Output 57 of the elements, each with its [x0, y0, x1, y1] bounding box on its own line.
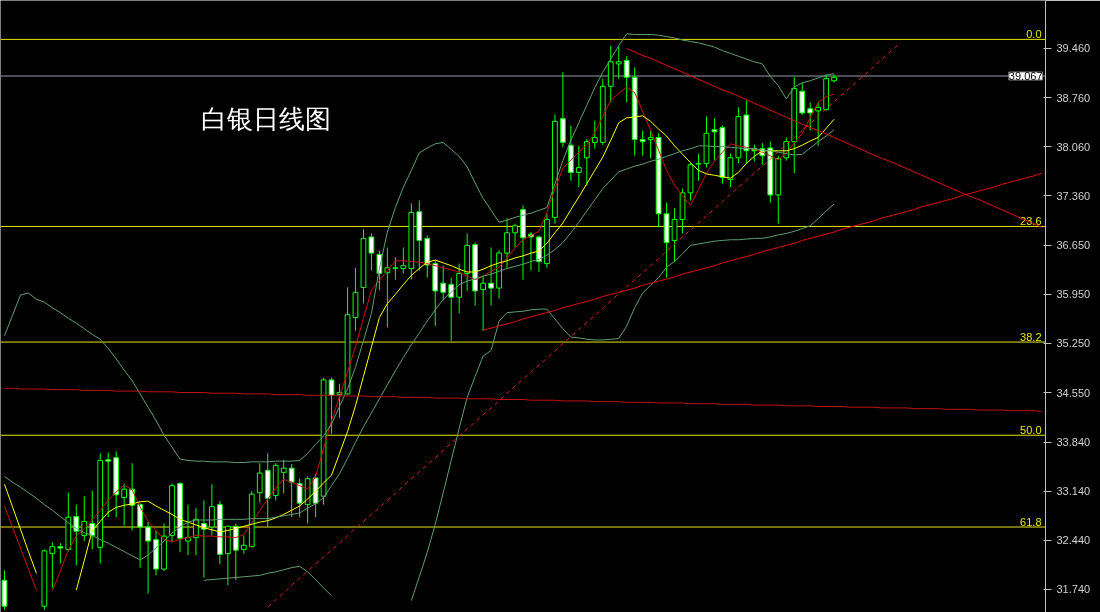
candlestick [615, 45, 622, 80]
y-tick-label: 38.760 [1056, 91, 1091, 104]
candlestick [145, 521, 151, 595]
y-tick-label: 35.950 [1056, 288, 1091, 301]
y-tick-label: 37.360 [1056, 189, 1091, 202]
candlestick [448, 277, 455, 342]
text: 白银日线图 [200, 103, 331, 134]
y-tick-label: 33.840 [1056, 436, 1091, 449]
ref-line-label: 39.067 [1008, 70, 1043, 83]
candlestick [639, 129, 646, 157]
candlestick [583, 138, 590, 187]
candlestick [504, 217, 510, 269]
candlestick [280, 459, 287, 494]
candlestick [240, 534, 247, 555]
candlestick [232, 523, 239, 581]
candlestick [559, 71, 566, 148]
candlestick [727, 153, 734, 188]
candlestick [711, 118, 718, 162]
candlestick [57, 542, 64, 564]
candlestick [671, 207, 678, 263]
annotation: 50.0 [1020, 424, 1042, 437]
candlestick [799, 82, 806, 116]
y-tick-label: 39.460 [1056, 42, 1091, 55]
annotation: 38.2 [1020, 331, 1042, 344]
candlestick [73, 504, 80, 567]
line-series [3, 33, 835, 464]
y-tick-label: 34.550 [1056, 386, 1091, 399]
candlestick [400, 246, 407, 274]
y-tick-label: 38.060 [1056, 140, 1091, 153]
candlestick [105, 452, 112, 518]
candlestick [488, 246, 494, 307]
candlestick [49, 541, 56, 589]
candlestick [456, 263, 463, 314]
candlestick [256, 462, 263, 503]
candlestick [440, 265, 447, 302]
candlestick [480, 275, 487, 332]
y-tick-label: 33.140 [1056, 485, 1091, 498]
y-tick-label: 31.740 [1056, 583, 1091, 596]
y-tick-label: 32.440 [1056, 534, 1091, 547]
candlestick [623, 55, 630, 103]
candlestick [392, 256, 399, 281]
candlestick [831, 73, 837, 84]
annotation: 61.8 [1020, 516, 1042, 529]
y-tick-label: 36.650 [1056, 239, 1091, 252]
candlestick [807, 101, 814, 131]
candlestick [288, 463, 295, 518]
candlestick [575, 145, 582, 188]
candlestick [209, 483, 215, 536]
candlestick [296, 478, 303, 518]
annotation: 0.0 [1026, 28, 1042, 41]
candlestick [512, 223, 518, 248]
candlestick [695, 153, 702, 182]
candlestick [121, 483, 128, 527]
candlestick [647, 129, 654, 159]
y-tick-label: 35.250 [1056, 337, 1091, 350]
candlestick [137, 502, 143, 569]
candlestick [591, 120, 598, 150]
